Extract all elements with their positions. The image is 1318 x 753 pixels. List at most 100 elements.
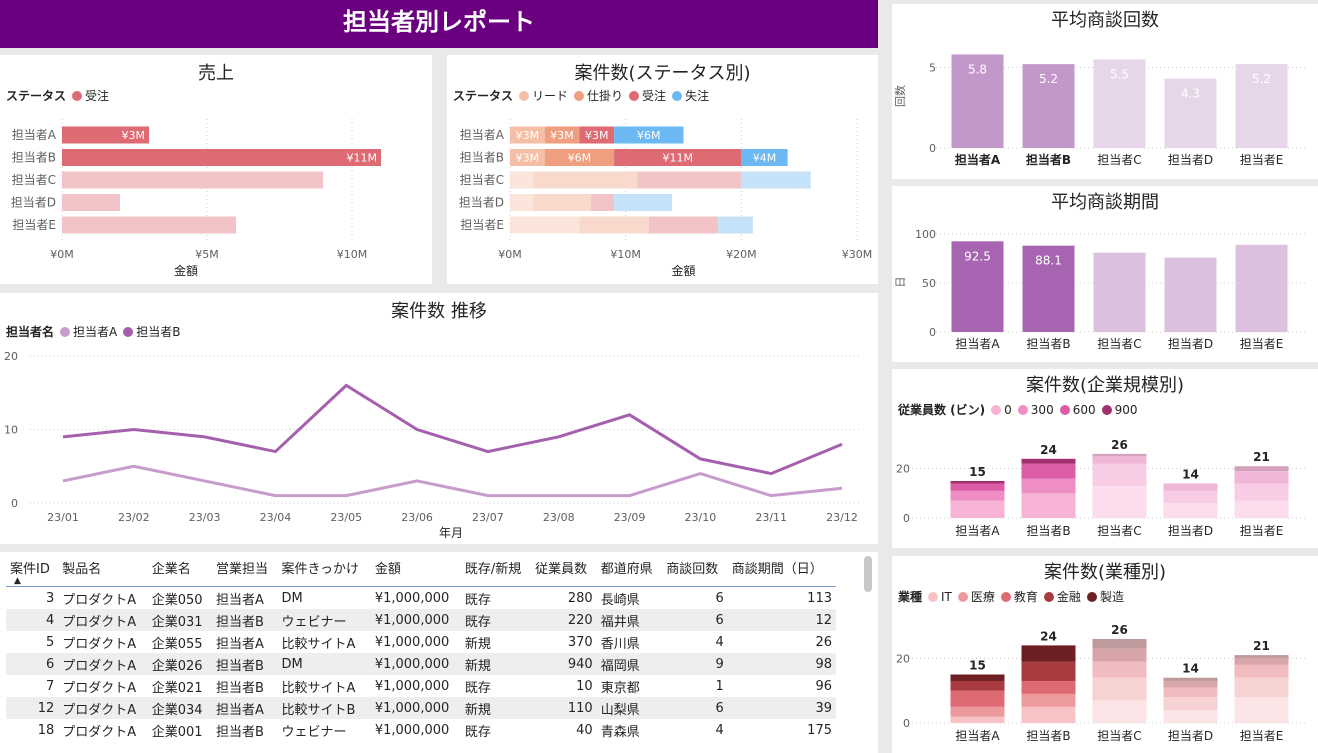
column-header[interactable]: 商談期間（日） bbox=[731, 562, 823, 577]
table-cell: 既存 bbox=[460, 609, 532, 631]
status-chart[interactable]: ¥0M ¥10M ¥20M ¥30M 金額 担当者A ¥3M ¥3M ¥3M ¥6M 担当者B ¥3M… bbox=[447, 55, 878, 284]
legend-label: 仕掛り bbox=[587, 89, 624, 103]
y-tick-label: 50 bbox=[922, 277, 936, 290]
table-row[interactable]: 3 プロダクトA 企業050 担当者A DM ¥1,000,000 既存 280 長崎県 6 113 bbox=[6, 586, 836, 610]
legend-item[interactable]: IT bbox=[928, 590, 952, 604]
table-cell: 6 bbox=[662, 609, 728, 631]
column-header[interactable]: 営業担当 bbox=[215, 562, 268, 577]
legend-item[interactable]: 教育 bbox=[1000, 590, 1038, 604]
size-chart[interactable]: 0 20 15 担当者A 24 担当者B 26 担当者C 14 担当者D 21 担当者E bbox=[892, 369, 1318, 548]
bar-segment bbox=[1234, 466, 1289, 472]
sort-ascending-icon[interactable]: ▲ bbox=[14, 576, 21, 586]
table-cell: 担当者A bbox=[215, 592, 264, 608]
table-cell: プロダクトA bbox=[58, 609, 148, 631]
trend-chart[interactable]: 0 10 20 23/01 23/02 23/03 23/04 23/05 23/06 23/07… bbox=[0, 293, 878, 544]
industry-chart[interactable]: 0 20 15 担当者A 24 担当者B 26 担当者C 14 担当者D 21 担当者E bbox=[892, 556, 1318, 753]
column-header[interactable]: 企業名 bbox=[151, 562, 191, 577]
trend-title: 案件数 推移 bbox=[391, 301, 487, 322]
bar-segment bbox=[1092, 485, 1147, 518]
bar-segment bbox=[62, 171, 323, 189]
table-row[interactable]: 12 プロダクトA 企業034 担当者A 比較サイトB ¥1,000,000 新規 110 山梨… bbox=[6, 697, 836, 719]
table-cell: 企業021 bbox=[151, 680, 203, 696]
column-header[interactable]: 案件ID ▲ bbox=[6, 558, 58, 587]
avg-meetings-panel[interactable]: 平均商談回数 0 5 回数 5.8 担当者A 5.2 担当者B 5.5 担当者C 4.3 担当者D 5… bbox=[892, 4, 1318, 179]
legend-item[interactable]: 600 bbox=[1059, 403, 1096, 417]
legend-dot bbox=[928, 592, 939, 602]
legend-label: 医療 bbox=[970, 590, 995, 604]
legend-label: 教育 bbox=[1013, 590, 1038, 604]
avg-period-panel[interactable]: 平均商談期間 0 50 100 日 92.5 担当者A 88.1 担当者B 担当者C 担当者D 担当… bbox=[892, 186, 1318, 362]
table-row[interactable]: 5 プロダクトA 企業055 担当者A 比較サイトA ¥1,000,000 新規 370 香川県… bbox=[6, 631, 836, 653]
legend-label: 失注 bbox=[685, 89, 710, 103]
x-tick-label: 23/09 bbox=[614, 511, 646, 524]
table-row[interactable]: 7 プロダクトA 企業021 担当者B 比較サイトA ¥1,000,000 既存 10 東京都 1… bbox=[6, 675, 836, 697]
legend-label: IT bbox=[941, 590, 952, 604]
y-tick-label: 0 bbox=[11, 497, 18, 510]
legend-item[interactable]: 担当者A bbox=[60, 325, 117, 339]
legend-item[interactable]: 医療 bbox=[957, 590, 995, 604]
table-cell: プロダクトA bbox=[62, 592, 137, 608]
deal-table-panel[interactable]: 案件ID ▲ 製品名 企業名 営業担当 案件きっかけ 金額 既存/新規 従業員数 都道府県 商談回数… bbox=[0, 552, 878, 753]
y-category-label: 担当者D bbox=[11, 196, 56, 210]
legend-item[interactable]: 製造 bbox=[1086, 590, 1124, 604]
bar-segment bbox=[950, 716, 1005, 723]
y-category-label: 担当者D bbox=[459, 196, 504, 210]
legend-item[interactable]: 担当者B bbox=[123, 325, 180, 339]
legend-item[interactable]: 受注 bbox=[629, 89, 666, 103]
x-category-label: 担当者B bbox=[1026, 337, 1070, 351]
bar-data-label: ¥3M bbox=[516, 129, 540, 142]
bar-segment bbox=[510, 216, 580, 234]
column-header[interactable]: 商談回数 bbox=[666, 562, 719, 577]
column-header[interactable]: 既存/新規 bbox=[464, 562, 522, 577]
legend-item[interactable]: 300 bbox=[1017, 403, 1054, 417]
bar-segment bbox=[1021, 458, 1076, 464]
sales-chart[interactable]: ¥0M ¥5M ¥10M 金額 担当者A ¥3M 担当者B ¥11M 担当者C 担当者D 担当者E bbox=[0, 55, 432, 284]
table-cell: 4 bbox=[715, 722, 724, 738]
trend-panel[interactable]: 案件数 推移 担当者名 担当者A 担当者B 0 10 20 23/01 23/02 23/03… bbox=[0, 293, 878, 544]
y-tick-label: 10 bbox=[4, 424, 18, 437]
bar-segment bbox=[510, 126, 545, 144]
avg-period-chart[interactable]: 0 50 100 日 92.5 担当者A 88.1 担当者B 担当者C 担当者D 担当者E bbox=[892, 186, 1318, 362]
bar-segment bbox=[1092, 453, 1147, 457]
sales-panel[interactable]: 売上 ステータス 受注 ¥0M ¥5M ¥10M 金額 担当者A ¥3M 担当者B ¥11M 担当… bbox=[0, 55, 432, 284]
table-row[interactable]: 6 プロダクトA 企業026 担当者B DM ¥1,000,000 新規 940 福岡県 9 98 bbox=[6, 653, 836, 675]
avg-meetings-chart[interactable]: 0 5 回数 5.8 担当者A 5.2 担当者B 5.5 担当者C 4.3 担当者D 5.2 担当者E bbox=[892, 4, 1318, 179]
bar-segment bbox=[1163, 483, 1218, 491]
table-cell: 96 bbox=[815, 678, 832, 694]
column-header[interactable]: 製品名 bbox=[62, 562, 102, 577]
table-row[interactable]: 4 プロダクトA 企業031 担当者B ウェビナー ¥1,000,000 既存 220 福井県 6… bbox=[6, 609, 836, 631]
table-cell: 新規 bbox=[464, 636, 491, 652]
legend-item[interactable]: 金融 bbox=[1043, 590, 1081, 604]
legend-item[interactable]: リード bbox=[519, 89, 568, 103]
column-header[interactable]: 都道府県 bbox=[600, 562, 653, 577]
bar-segment bbox=[62, 149, 381, 166]
legend-label: 300 bbox=[1030, 403, 1054, 417]
bar-segment bbox=[1163, 687, 1218, 698]
bar-segment bbox=[1092, 661, 1147, 678]
column-header[interactable]: 金額 bbox=[374, 562, 401, 577]
x-tick-label: ¥10M bbox=[610, 248, 641, 261]
bar-data-label: ¥11M bbox=[662, 152, 693, 165]
bar-total-label: 26 bbox=[1111, 623, 1128, 637]
bar bbox=[1164, 257, 1217, 332]
status-panel[interactable]: 案件数(ステータス別) ステータス リード 仕掛り 受注 失注 ¥0M ¥10M ¥20M ¥… bbox=[447, 55, 878, 284]
x-tick-label: 23/01 bbox=[47, 511, 79, 524]
legend-item[interactable]: 仕掛り bbox=[574, 89, 623, 103]
table-cell: 企業026 bbox=[147, 653, 212, 675]
legend-item[interactable]: 受注 bbox=[72, 89, 109, 103]
industry-panel[interactable]: 案件数(業種別) 業種 IT 医療 教育 金融 製造 0 20 15 担当者A 24 担当者B 26 担… bbox=[892, 556, 1318, 753]
legend-item[interactable]: 900 bbox=[1101, 403, 1138, 417]
size-panel[interactable]: 案件数(企業規模別) 従業員数 (ビン) 0 300 600 900 0 20 15 担当者A… bbox=[892, 369, 1318, 548]
bar-data-label: 5.8 bbox=[968, 62, 987, 76]
series-line bbox=[62, 464, 843, 498]
table-cell: 370 bbox=[567, 634, 593, 650]
table-cell: 担当者B bbox=[215, 680, 264, 696]
deal-table[interactable]: 案件ID ▲ 製品名 企業名 営業担当 案件きっかけ 金額 既存/新規 従業員数 都道府県 商談回数… bbox=[6, 558, 836, 741]
legend-item[interactable]: 失注 bbox=[672, 89, 709, 103]
table-scrollbar[interactable] bbox=[864, 556, 872, 592]
column-header[interactable]: 従業員数 bbox=[535, 562, 588, 577]
table-row[interactable]: 18 プロダクトA 企業001 担当者B ウェビナー ¥1,000,000 既存 40 青森県 4… bbox=[6, 719, 836, 741]
legend-item[interactable]: 0 bbox=[991, 403, 1012, 417]
table-cell: ¥1,000,000 bbox=[370, 697, 461, 719]
column-header[interactable]: 案件きっかけ bbox=[281, 562, 359, 577]
